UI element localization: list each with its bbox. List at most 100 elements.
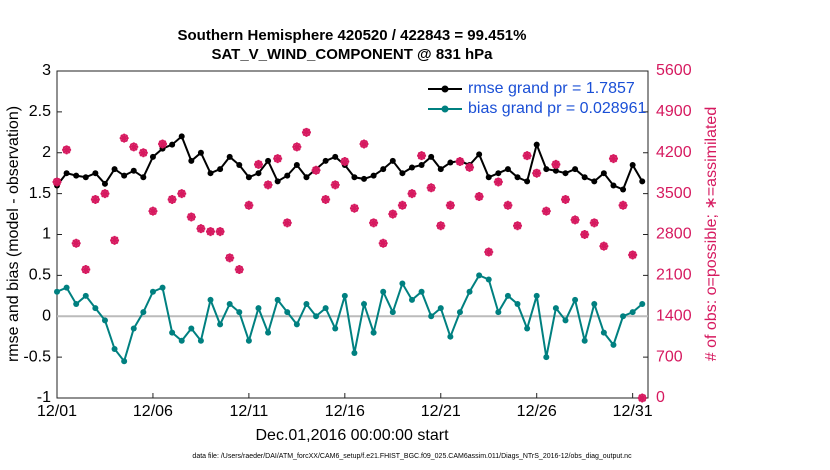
obs-assimilated	[148, 206, 158, 216]
point	[495, 170, 502, 177]
point	[322, 305, 329, 312]
point	[629, 162, 636, 169]
y-tick-label: 1	[42, 226, 51, 243]
point	[524, 325, 531, 332]
point	[303, 300, 310, 307]
point	[380, 166, 387, 173]
obs-assimilated	[330, 180, 340, 190]
obs-assimilated	[253, 159, 263, 169]
y-tick-label: 2	[42, 144, 51, 161]
obs-assimilated	[273, 154, 283, 164]
point	[140, 174, 147, 181]
y2-tick-label: 700	[656, 348, 683, 365]
obs-assimilated	[215, 227, 225, 237]
point	[447, 159, 454, 166]
x-tick-label: 12/26	[517, 403, 557, 420]
obs-assimilated	[618, 200, 628, 210]
obs-assimilated	[493, 177, 503, 187]
point	[197, 149, 204, 156]
obs-assimilated	[637, 393, 647, 403]
obs-assimilated	[532, 168, 542, 178]
y2-tick-label: 3500	[656, 185, 692, 202]
point	[581, 337, 588, 344]
obs-assimilated	[158, 139, 168, 149]
point	[514, 300, 521, 307]
point	[101, 317, 108, 324]
obs-assimilated	[369, 218, 379, 228]
obs-assimilated	[628, 250, 638, 260]
point	[629, 309, 636, 316]
point	[610, 341, 617, 348]
point	[562, 317, 569, 324]
obs-assimilated	[417, 151, 427, 161]
point	[399, 280, 406, 287]
point	[543, 354, 550, 361]
point	[591, 178, 598, 185]
y2-tick-label: 4200	[656, 144, 692, 161]
point	[217, 166, 224, 173]
point	[236, 162, 243, 169]
point	[303, 174, 310, 181]
y-tick-label: 1.5	[29, 185, 51, 202]
obs-assimilated	[292, 142, 302, 152]
obs-assimilated	[522, 151, 532, 161]
point	[389, 309, 396, 316]
point	[361, 300, 368, 307]
point	[418, 288, 425, 295]
point	[236, 309, 243, 316]
series-line	[56, 274, 643, 364]
y2-tick-label: 1400	[656, 307, 692, 324]
x-tick-label: 12/11	[229, 403, 268, 420]
point	[245, 174, 252, 181]
point	[226, 300, 233, 307]
point	[332, 325, 339, 332]
x-axis-label: Dec.01,2016 00:00:00 start	[255, 427, 449, 444]
point	[370, 329, 377, 336]
point	[178, 337, 185, 344]
obs-assimilated	[244, 200, 254, 210]
chart-title: Southern Hemisphere 420520 / 422843 = 99…	[178, 27, 527, 44]
point	[399, 170, 406, 177]
point	[169, 141, 176, 148]
x-tick-label: 12/06	[133, 403, 173, 420]
point	[178, 133, 185, 140]
point	[370, 172, 377, 179]
obs-assimilated	[455, 157, 465, 167]
point	[82, 292, 89, 299]
point	[54, 288, 60, 295]
obs-assimilated	[90, 194, 100, 204]
point	[73, 300, 80, 307]
point	[447, 333, 454, 340]
legend-label: rmse grand pr = 1.7857	[468, 80, 635, 97]
point	[121, 172, 128, 179]
obs-assimilated	[378, 238, 388, 248]
obs-assimilated	[397, 200, 407, 210]
obs-assimilated	[599, 241, 609, 251]
point	[149, 153, 156, 160]
obs-assimilated	[484, 247, 494, 257]
y2-tick-label: 0	[656, 389, 665, 406]
y2-tick-label: 4900	[656, 103, 692, 120]
point	[284, 172, 291, 179]
obs-assimilated	[541, 206, 551, 216]
point	[600, 170, 607, 177]
chart-subtitle: SAT_V_WIND_COMPONENT @ 831 hPa	[211, 46, 493, 63]
point	[313, 313, 320, 320]
legend-label: bias grand pr = 0.028961	[468, 100, 646, 117]
footnote: data file: /Users/raeder/DAI/ATM_forcXX/…	[192, 453, 632, 460]
point	[620, 313, 627, 320]
point	[572, 296, 579, 303]
obs-assimilated	[580, 230, 590, 239]
point	[274, 178, 281, 185]
point	[620, 186, 627, 193]
point	[380, 288, 387, 295]
point	[130, 167, 137, 174]
point	[437, 305, 444, 312]
point	[581, 174, 588, 181]
obs-assimilated	[186, 212, 196, 222]
x-tick-label: 12/01	[37, 403, 77, 420]
point	[456, 309, 463, 316]
obs-assimilated	[570, 215, 580, 225]
y2-tick-label: 2800	[656, 226, 692, 243]
